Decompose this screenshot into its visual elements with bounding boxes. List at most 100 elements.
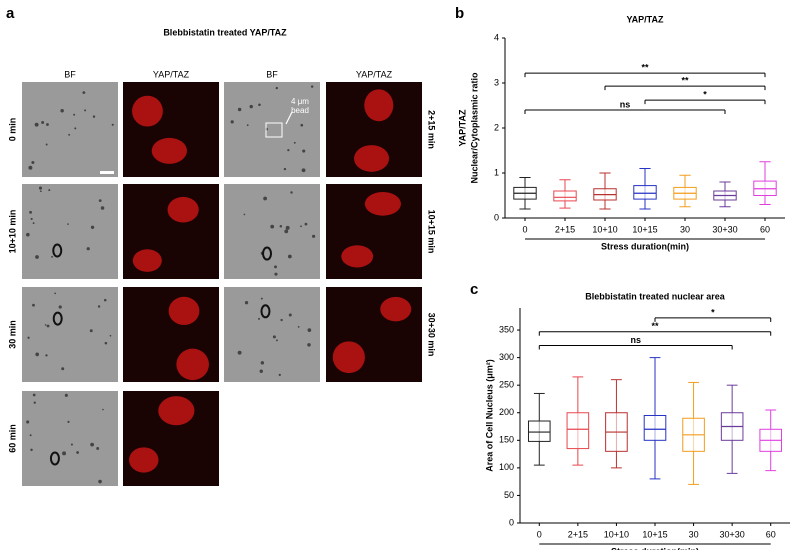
y-tick-label: 0	[494, 212, 499, 222]
debris	[230, 120, 234, 124]
x-tick-label: 0	[537, 529, 542, 539]
box	[553, 190, 577, 202]
debris	[32, 303, 35, 307]
debris	[67, 420, 70, 423]
scale-bar	[100, 171, 114, 174]
bead	[262, 246, 273, 261]
debris	[76, 451, 79, 454]
debris	[111, 123, 114, 126]
debris	[39, 190, 42, 193]
debris	[288, 313, 292, 317]
debris	[44, 324, 47, 326]
debris	[26, 420, 30, 424]
debris	[312, 234, 316, 238]
row-label: 60 min	[7, 424, 17, 453]
row-label: 2+15 min	[427, 110, 437, 149]
debris	[32, 222, 35, 225]
debris	[67, 223, 69, 225]
x-tick-label: 60	[766, 529, 776, 539]
debris	[284, 229, 289, 234]
nucleus	[380, 296, 412, 322]
micrographs	[22, 82, 422, 486]
debris	[258, 103, 261, 106]
x-tick-label: 10+10	[592, 224, 617, 234]
debris	[278, 373, 281, 377]
nucleus	[176, 348, 209, 381]
debris	[62, 451, 67, 456]
y-tick-label: 100	[499, 462, 514, 472]
debris	[287, 254, 292, 259]
y-tick-label: 1	[494, 167, 499, 177]
x-tick-label: 10+15	[642, 529, 667, 539]
debris	[27, 336, 30, 339]
debris	[61, 367, 65, 371]
x-tick-label: 2+15	[568, 529, 588, 539]
brightfield-image	[22, 391, 118, 486]
debris	[243, 213, 246, 216]
debris	[74, 127, 77, 130]
panel-letter: a	[6, 5, 15, 22]
nucleus	[332, 341, 365, 374]
debris	[274, 265, 277, 269]
box	[527, 420, 551, 442]
debris	[301, 168, 306, 173]
debris	[259, 369, 263, 373]
y-tick-label: 250	[499, 380, 514, 390]
x-axis-label: Stress duration(min)	[601, 241, 689, 251]
nucleus	[364, 192, 401, 216]
y-tick-label: 300	[499, 352, 514, 362]
debris	[26, 232, 30, 237]
debris	[60, 109, 64, 113]
column-label: BF	[64, 69, 76, 79]
column-label: BF	[266, 69, 278, 79]
nucleus	[167, 196, 199, 223]
nucleus	[129, 447, 159, 473]
brightfield-image	[22, 287, 118, 382]
significance-label: ns	[620, 99, 631, 109]
annotation: 4 μm	[291, 97, 309, 106]
bead	[49, 451, 60, 466]
brightfield-image	[224, 184, 320, 279]
debris	[274, 272, 278, 276]
significance-label: *	[711, 307, 715, 317]
row-label: 30 min	[7, 320, 17, 349]
debris	[45, 354, 48, 357]
debris	[270, 224, 275, 229]
row-label: 10+15 min	[427, 210, 437, 254]
arrow	[285, 111, 293, 125]
y-tick-label: 50	[504, 490, 514, 500]
debris	[58, 305, 62, 309]
debris	[84, 109, 87, 112]
nucleus	[354, 145, 390, 172]
debris	[258, 317, 261, 320]
debris	[28, 165, 33, 170]
nucleus	[132, 95, 163, 127]
debris	[64, 393, 68, 397]
debris	[302, 149, 306, 153]
y-tick-label: 350	[499, 324, 514, 334]
debris	[285, 225, 290, 230]
debris	[51, 255, 54, 258]
debris	[260, 361, 265, 365]
bead	[52, 243, 63, 258]
x-tick-label: 30	[680, 224, 690, 234]
nucleus	[364, 89, 394, 122]
y-axis-label: YAP/TAZ	[457, 109, 467, 147]
significance-label: *	[703, 89, 707, 99]
debris	[68, 133, 71, 136]
debris	[33, 401, 36, 404]
debris	[48, 189, 51, 192]
debris	[275, 86, 278, 90]
nucleus	[168, 296, 200, 326]
chart-title: Blebbistatin treated nuclear area	[585, 291, 726, 301]
debris	[244, 300, 249, 305]
x-tick-label: 60	[760, 224, 770, 234]
debris	[97, 305, 101, 308]
debris	[109, 334, 112, 337]
nucleus	[132, 249, 162, 272]
debris	[31, 160, 35, 164]
debris	[290, 191, 293, 194]
x-tick-label: 2+15	[555, 224, 575, 234]
debris	[276, 339, 278, 342]
y-axis-label: Nuclear/Cytoplasmic ratio	[469, 72, 479, 184]
